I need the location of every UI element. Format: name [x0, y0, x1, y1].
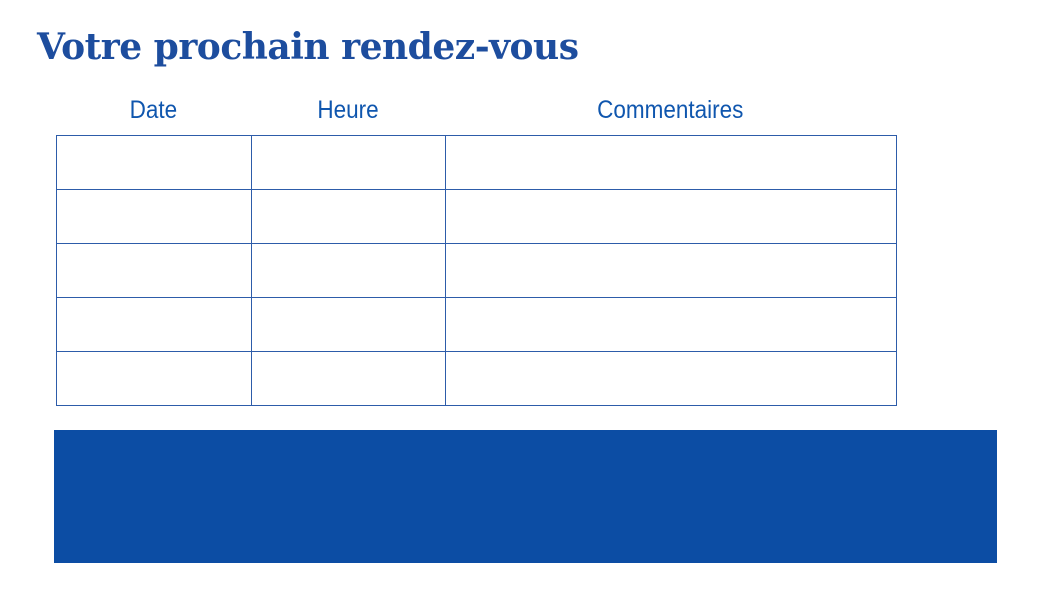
table-row	[56, 243, 897, 298]
cell-heure-row-5[interactable]	[251, 351, 446, 406]
cell-heure-row-3[interactable]	[251, 243, 446, 298]
cell-commentaires-row-2[interactable]	[445, 189, 897, 244]
cell-date-row-2[interactable]	[56, 189, 252, 244]
column-header-date: Date	[56, 93, 251, 127]
column-header-heure-label: Heure	[317, 95, 379, 124]
cell-date-row-5[interactable]	[56, 351, 252, 406]
cell-heure-row-4[interactable]	[251, 297, 446, 352]
column-header-date-label: Date	[129, 95, 178, 124]
table-row	[56, 297, 897, 352]
bottom-banner	[54, 430, 997, 563]
appointments-table	[56, 135, 897, 406]
cell-heure-row-2[interactable]	[251, 189, 446, 244]
table-row	[56, 189, 897, 244]
table-column-headers: Date Heure Commentaires	[56, 93, 896, 127]
column-header-heure: Heure	[251, 93, 445, 127]
cell-commentaires-row-3[interactable]	[445, 243, 897, 298]
column-header-commentaires: Commentaires	[445, 93, 896, 127]
cell-commentaires-row-4[interactable]	[445, 297, 897, 352]
cell-date-row-4[interactable]	[56, 297, 252, 352]
cell-commentaires-row-1[interactable]	[445, 135, 897, 190]
page-title: Votre prochain rendez-vous	[37, 26, 579, 68]
table-row	[56, 135, 897, 190]
cell-date-row-3[interactable]	[56, 243, 252, 298]
table-row	[56, 351, 897, 406]
cell-heure-row-1[interactable]	[251, 135, 446, 190]
cell-date-row-1[interactable]	[56, 135, 252, 190]
column-header-commentaires-label: Commentaires	[597, 95, 744, 124]
cell-commentaires-row-5[interactable]	[445, 351, 897, 406]
